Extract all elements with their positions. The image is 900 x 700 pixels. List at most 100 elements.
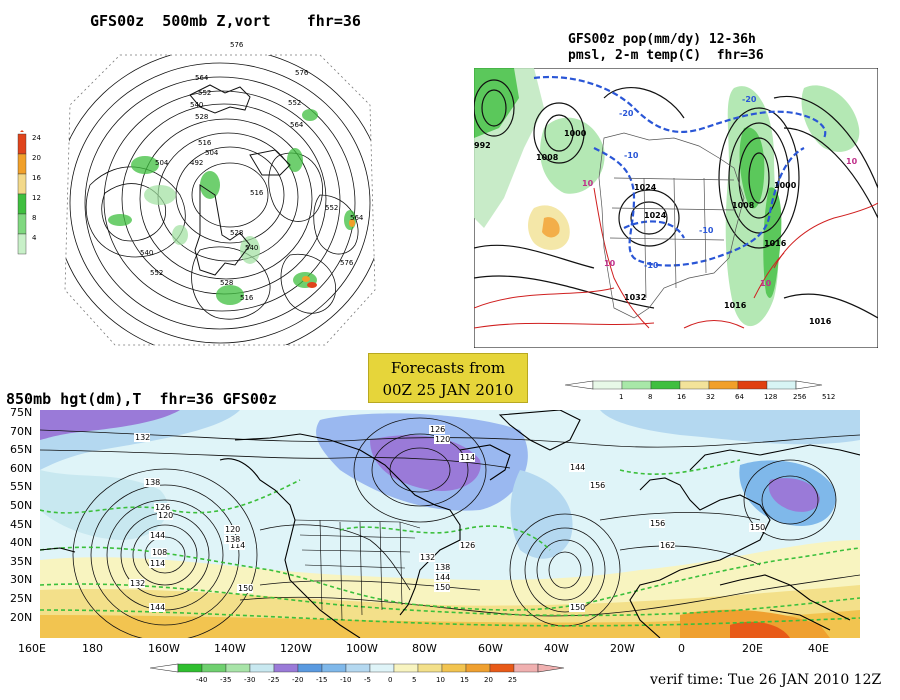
colorbar-pmsl-label: 1 (619, 393, 623, 400)
colorbar-850mb-swatch (417, 663, 443, 673)
contour-label: 516 (250, 189, 264, 197)
regional-map-pmsl: 1000 1008 1024 1024 1032 1016 1016 1016 1008 1000… (474, 68, 878, 348)
temperature-label: -20 (619, 109, 634, 118)
polar-map-500mb: 5765645525405285165044925165525645765045… (64, 41, 376, 346)
height-label: 108 (152, 548, 167, 557)
height-label: 132 (135, 433, 150, 442)
contour-label: 504 (155, 159, 169, 167)
colorbar-500mb: 24 20 16 12 8 4 (17, 130, 41, 255)
colorbar-850mb-label: -25 (268, 676, 279, 684)
temperature-label: -10 (644, 261, 659, 270)
colorbar-850mb-label: -40 (196, 676, 207, 684)
banner-line-2: 00Z 25 JAN 2010 (382, 381, 514, 399)
height-label: 120 (225, 525, 240, 534)
height-label: 144 (570, 463, 585, 472)
colorbar-pmsl-label: 16 (677, 393, 686, 400)
temperature-label: 10 (846, 157, 858, 166)
latitude-label: 70N (10, 424, 33, 438)
latitude-label: 60N (10, 461, 33, 475)
contour-label: 552 (150, 269, 163, 277)
height-label: 120 (435, 435, 450, 444)
longitude-label: 60W (478, 642, 503, 655)
height-label: 156 (590, 481, 605, 490)
colorbar-850mb-label: 20 (484, 676, 493, 684)
contour-label: 492 (190, 159, 203, 167)
latitude-label: 20N (10, 610, 33, 624)
latitude-label: 50N (10, 499, 33, 512)
colorbar-pmsl-swatch (650, 380, 681, 390)
height-label: 132 (130, 579, 145, 588)
colorbar-850mb-swatch (489, 663, 515, 673)
colorbar-pmsl-swatch (766, 380, 797, 390)
longitude-label: 120W (280, 642, 312, 655)
colorbar-850mb-swatch (465, 663, 491, 673)
isobar-label: 1032 (624, 293, 646, 302)
colorbar-pmsl-label: 512 (822, 393, 835, 400)
contour-label: 552 (325, 204, 338, 212)
latitude-label: 45N (10, 517, 33, 531)
height-label: 156 (650, 519, 665, 528)
height-label: 126 (460, 541, 475, 550)
height-label: 138 (225, 535, 240, 544)
colorbar-850mb-swatch (321, 663, 347, 673)
isobar-label: 1016 (724, 301, 747, 310)
panel-850mb-title: 850mb hgt(dm),T fhr=36 GFS00z (6, 390, 277, 408)
colorbar-500mb-label: 12 (32, 194, 41, 202)
colorbar-850mb-swatch (369, 663, 395, 673)
colorbar-500mb-label: 20 (32, 154, 41, 162)
contour-label: 528 (230, 229, 243, 237)
verif-time: verif time: Tue 26 JAN 2010 12Z (650, 672, 882, 688)
panel-pmsl-title-2: pmsl, 2-m temp(C) fhr=36 (568, 48, 764, 63)
mercator-map-850mb: 1321381441261201141081141201321381501441… (40, 410, 860, 638)
longitude-label: 100W (346, 642, 378, 655)
longitude-label: 160W (148, 642, 180, 655)
temperature-label: -20 (742, 95, 757, 104)
colorbar-850mb-swatch (201, 663, 227, 673)
colorbar-pmsl-swatch (679, 380, 710, 390)
longitude-label: 0 (678, 642, 685, 655)
longitude-label: 80W (412, 642, 437, 655)
colorbar-500mb-swatch (17, 233, 27, 255)
contour-label: 576 (230, 41, 244, 49)
isobar-label: 1000 (774, 181, 797, 190)
longitude-label: 40E (808, 642, 829, 655)
height-label: 150 (435, 583, 450, 592)
colorbar-pmsl-label: 32 (706, 393, 715, 400)
colorbar-500mb-label: 16 (32, 174, 41, 182)
height-label: 114 (460, 453, 475, 462)
height-label: 144 (150, 603, 165, 612)
contour-label: 540 (140, 249, 153, 257)
colorbar-pmsl-swatch (621, 380, 652, 390)
latitude-label: 55N (10, 480, 33, 494)
contour-label: 540 (190, 101, 203, 109)
longitude-label: 140W (214, 642, 246, 655)
colorbar-500mb-label: 4 (32, 234, 37, 242)
colorbar-850mb-swatch (177, 663, 203, 673)
latitude-label: 25N (10, 592, 33, 605)
colorbar-850mb-label: 5 (412, 676, 416, 684)
contour-label: 540 (245, 244, 258, 252)
contour-label: 564 (195, 74, 209, 82)
height-label: 150 (238, 584, 253, 593)
longitude-label: 180 (82, 642, 103, 655)
contour-label: 516 (198, 139, 212, 147)
isobar-label: 1008 (732, 201, 755, 210)
contour-label: 528 (220, 279, 233, 287)
colorbar-pmsl-label: 64 (735, 393, 744, 400)
colorbar-500mb-label: 24 (32, 134, 41, 142)
banner-line-1: Forecasts from (390, 359, 506, 377)
isobar-label: 1008 (536, 153, 559, 162)
height-label: 150 (750, 523, 765, 532)
colorbar-850mb-label: 0 (388, 676, 392, 684)
contour-label: 516 (240, 294, 254, 302)
contour-label: 564 (290, 121, 304, 129)
isobar-label: 1024 (634, 183, 657, 192)
latitude-label: 40N (10, 536, 33, 550)
colorbar-850mb-label: -10 (340, 676, 351, 684)
colorbar-pmsl-swatch (737, 380, 768, 390)
height-label: 120 (158, 511, 173, 520)
latitude-label: 65N (10, 443, 33, 457)
latitude-label: 30N (10, 573, 33, 587)
contour-label: 552 (198, 89, 211, 97)
contour-label: 528 (195, 113, 208, 121)
